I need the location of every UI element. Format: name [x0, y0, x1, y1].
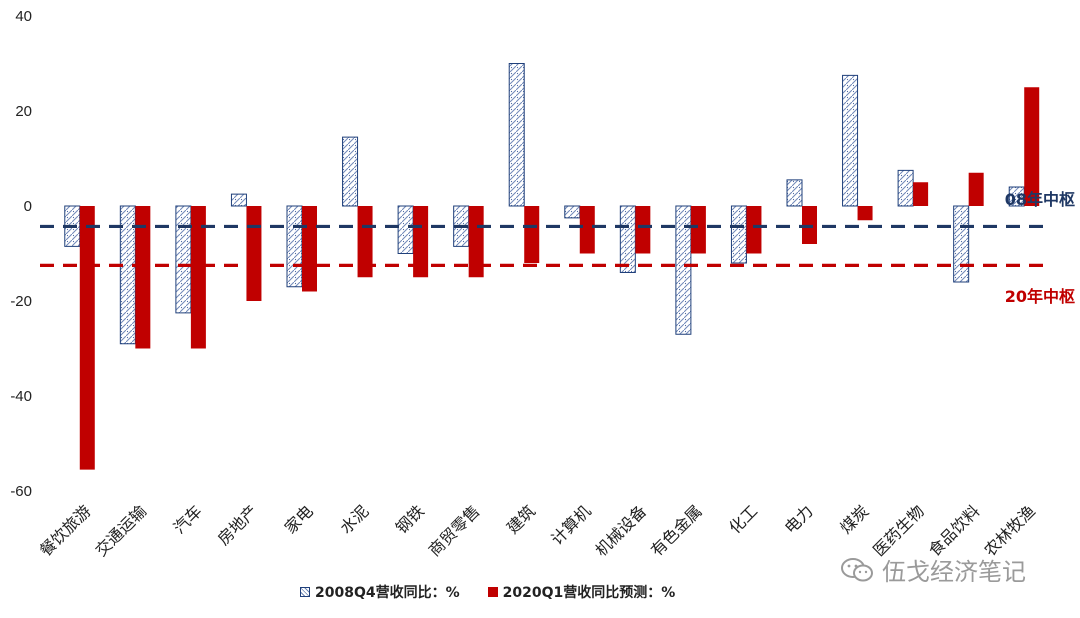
x-tick-label: 建筑 — [503, 501, 539, 537]
bar-2008q4 — [564, 205, 581, 219]
reference-line-label: 08年中枢 — [1005, 190, 1075, 209]
bars — [64, 63, 1040, 470]
bar-2020q1 — [468, 206, 484, 278]
legend-item-2008q4: 2008Q4营收同比：% — [300, 582, 460, 602]
legend: 2008Q4营收同比：% 2020Q1营收同比预测：% — [300, 582, 703, 602]
y-tick-label: 0 — [24, 198, 32, 215]
bar-2020q1 — [579, 206, 595, 254]
bar-2020q1 — [302, 206, 317, 292]
x-tick-label: 有色金属 — [647, 501, 706, 560]
bar-2020q1 — [1024, 87, 1040, 206]
bar-2020q1 — [79, 206, 95, 470]
bar-2008q4 — [842, 74, 859, 207]
x-tick-label: 水泥 — [336, 501, 372, 537]
bar-2020q1 — [857, 206, 873, 221]
bar-2008q4 — [897, 169, 914, 207]
bar-2008q4 — [175, 205, 192, 314]
bar-chart: -60 -40 -20 0 20 40 08年中枢 20年中枢 餐饮旅游交通运输 汽车 房地产家… — [10, 8, 1075, 560]
bar-2020q1 — [968, 172, 984, 206]
y-tick-label: -20 — [10, 293, 32, 310]
legend-label-2020q1: 2020Q1营收同比预测：% — [502, 585, 676, 601]
x-tick-label: 电力 — [781, 501, 817, 537]
wechat-icon — [841, 557, 873, 581]
y-tick-label: 20 — [15, 103, 32, 120]
legend-label-2008q4: 2008Q4营收同比：% — [315, 585, 460, 601]
bar-2008q4 — [508, 63, 525, 207]
x-tick-label: 计算机 — [547, 501, 594, 548]
x-tick-label: 家电 — [281, 501, 317, 537]
x-tick-label: 餐饮旅游 — [36, 501, 95, 560]
bar-2020q1 — [635, 206, 651, 254]
watermark-text: 伍戈经济笔记 — [882, 558, 1026, 586]
y-tick-label: -40 — [10, 388, 32, 405]
bar-2008q4 — [953, 205, 970, 283]
y-tick-label: 40 — [15, 8, 32, 25]
legend-swatch-hatched — [300, 587, 310, 597]
bar-2008q4 — [342, 136, 359, 207]
bar-2020q1 — [357, 206, 373, 278]
x-tick-label: 煤炭 — [836, 501, 872, 537]
legend-swatch-solid — [487, 587, 498, 597]
bar-2020q1 — [135, 206, 151, 349]
x-tick-label: 商贸零售 — [425, 501, 484, 560]
bar-2020q1 — [746, 206, 762, 254]
legend-item-2020q1: 2020Q1营收同比预测：% — [487, 582, 676, 602]
bar-2008q4 — [619, 205, 636, 273]
bar-2020q1 — [190, 206, 206, 349]
bar-2008q4 — [786, 179, 803, 207]
x-tick-label: 房地产 — [214, 501, 261, 548]
x-tick-label: 化工 — [725, 501, 761, 537]
watermark: 伍戈经济笔记 — [840, 552, 1026, 587]
x-tick-label: 交通运输 — [91, 501, 150, 560]
bar-2008q4 — [397, 205, 414, 254]
bar-2020q1 — [524, 206, 540, 263]
bar-2008q4 — [230, 193, 247, 207]
bar-2020q1 — [246, 206, 262, 301]
bar-2008q4 — [675, 205, 692, 335]
reference-line-label: 20年中枢 — [1005, 287, 1075, 306]
bar-2020q1 — [413, 206, 429, 278]
x-tick-label: 机械设备 — [591, 501, 650, 560]
bar-2020q1 — [690, 206, 706, 254]
x-tick-label: 汽车 — [170, 501, 206, 537]
reference-lines: 08年中枢 20年中枢 — [40, 190, 1075, 306]
bar-2020q1 — [913, 182, 929, 206]
bar-2008q4 — [730, 205, 747, 264]
x-tick-label: 钢铁 — [392, 501, 428, 537]
bar-2008q4 — [286, 205, 303, 288]
y-tick-label: -60 — [10, 483, 32, 500]
y-axis: -60 -40 -20 0 20 40 — [10, 8, 32, 500]
